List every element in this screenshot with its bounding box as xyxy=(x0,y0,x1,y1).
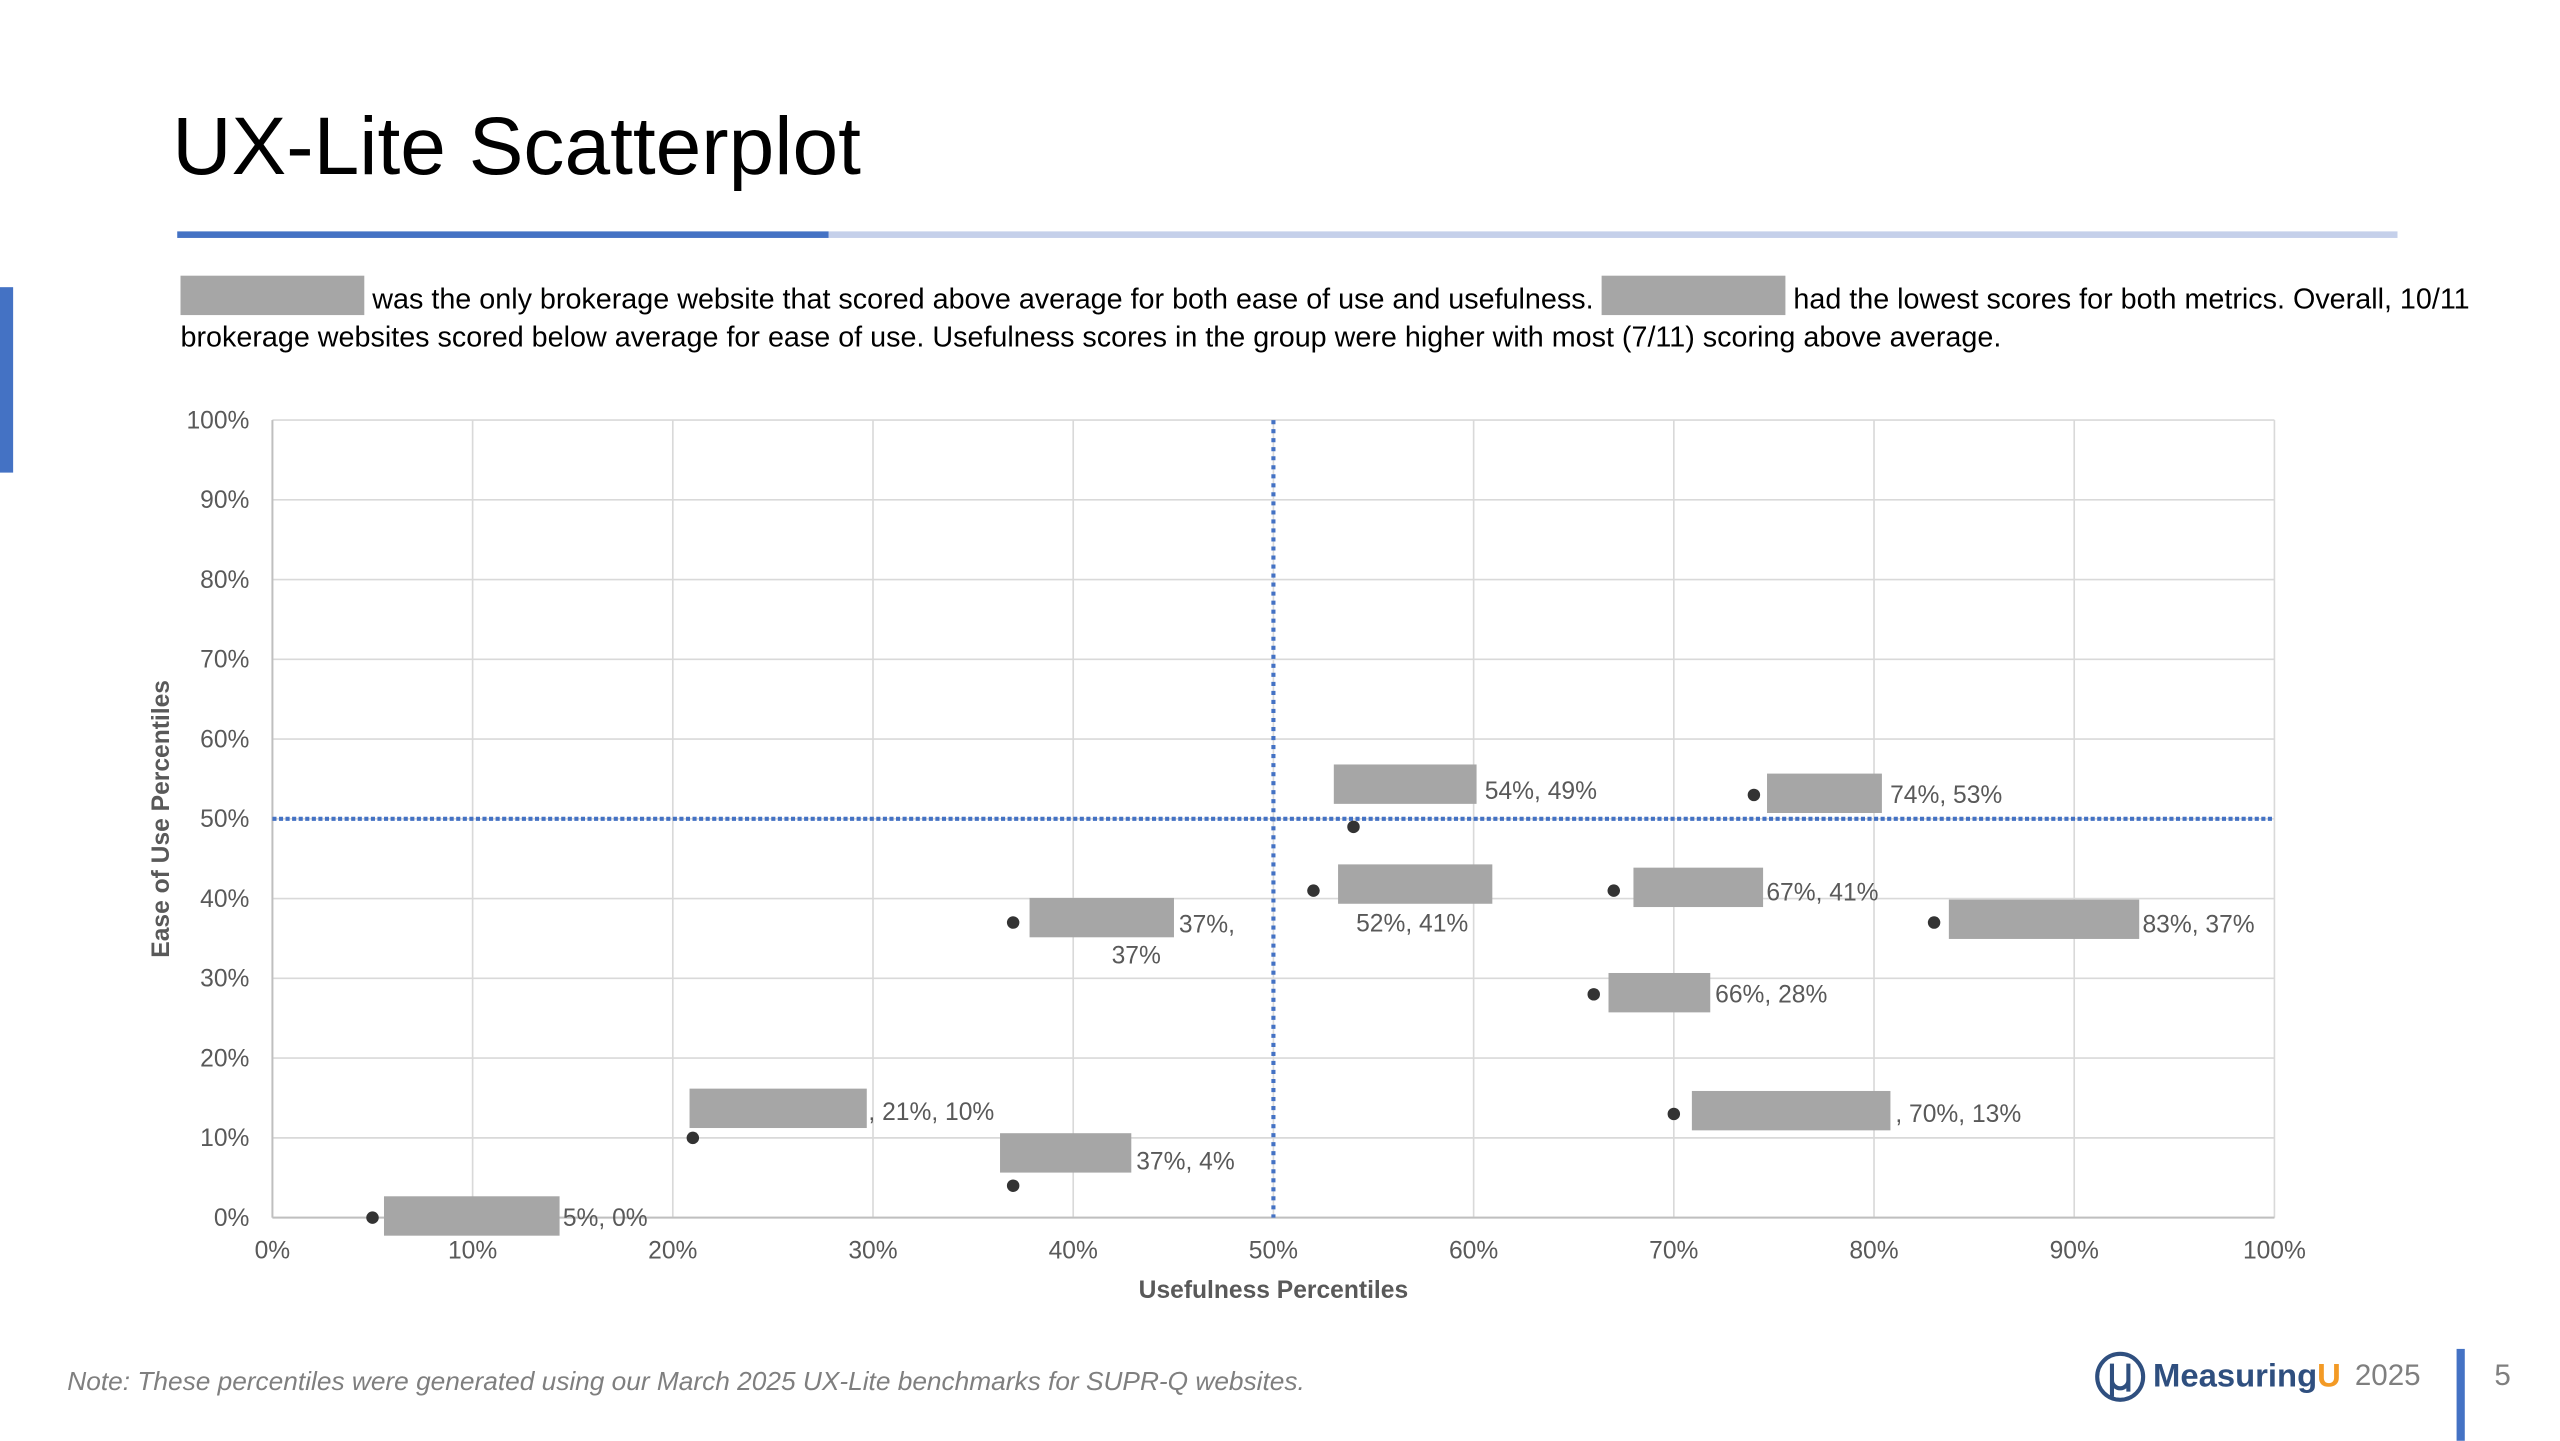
data-point xyxy=(1927,916,1941,929)
y-tick-label: 50% xyxy=(200,806,249,833)
data-label: 74%, 53% xyxy=(1890,782,2002,809)
y-tick-label: 20% xyxy=(200,1045,249,1072)
data-point xyxy=(1006,1179,1020,1192)
x-tick-label: 50% xyxy=(1249,1238,1298,1265)
x-axis-title: Usefulness Percentiles xyxy=(1139,1277,1408,1304)
data-point xyxy=(1667,1107,1681,1121)
measuringu-logo: MeasuringU xyxy=(2094,1351,2341,1404)
data-point xyxy=(686,1131,700,1145)
x-tick-label: 10% xyxy=(448,1238,497,1265)
y-tick-label: 80% xyxy=(200,567,249,594)
data-point xyxy=(1607,884,1620,897)
redacted-label xyxy=(1338,864,1493,904)
side-accent-bar xyxy=(0,287,14,473)
x-tick-label: 100% xyxy=(2243,1238,2306,1265)
data-label: 66%, 28% xyxy=(1715,982,1827,1009)
mu-logo-icon xyxy=(2095,1351,2146,1402)
x-tick-label: 70% xyxy=(1649,1238,1698,1265)
data-point xyxy=(1747,788,1761,802)
redacted-label xyxy=(1608,972,1711,1013)
data-label: 37% xyxy=(1112,943,1161,970)
data-label: 67%, 41% xyxy=(1766,879,1878,906)
x-tick-label: 0% xyxy=(255,1238,291,1265)
y-tick-label: 30% xyxy=(200,966,249,993)
x-tick-label: 30% xyxy=(848,1238,897,1265)
summary-part2: had the lowest scores for both metrics. xyxy=(1793,282,2285,316)
data-label: 83%, 37% xyxy=(2142,911,2254,938)
redacted-label xyxy=(1633,867,1764,908)
data-label: 37%, 4% xyxy=(1136,1148,1235,1175)
x-tick-label: 90% xyxy=(2050,1238,2099,1265)
y-axis-title: Ease of Use Percentiles xyxy=(148,680,175,958)
footer-year: 2025 xyxy=(2354,1358,2421,1392)
data-point xyxy=(366,1211,379,1224)
data-label: , 21%, 10% xyxy=(868,1099,994,1126)
redacted-label xyxy=(1333,764,1477,804)
redacted-label xyxy=(1000,1133,1132,1173)
redacted-label xyxy=(689,1088,867,1129)
summary-text: was the only brokerage website that scor… xyxy=(180,275,2511,356)
data-point xyxy=(1006,916,1020,929)
y-tick-label: 60% xyxy=(200,726,249,753)
x-tick-label: 40% xyxy=(1049,1238,1098,1265)
data-point xyxy=(1307,884,1320,897)
summary-part3: Overall, 10/11 brokerage websites scored… xyxy=(180,282,2470,353)
y-tick-label: 40% xyxy=(200,886,249,913)
y-tick-label: 70% xyxy=(200,647,249,674)
footnote: Note: These percentiles were generated u… xyxy=(67,1368,1305,1397)
redacted-label xyxy=(1691,1090,1891,1131)
page-divider xyxy=(2456,1348,2465,1441)
x-tick-label: 80% xyxy=(1849,1238,1898,1265)
y-tick-label: 10% xyxy=(200,1125,249,1152)
data-point xyxy=(1587,988,1600,1001)
data-label: , 70%, 13% xyxy=(1895,1101,2021,1128)
slide-title: UX-Lite Scatterplot xyxy=(172,100,861,192)
x-tick-label: 60% xyxy=(1449,1238,1498,1265)
redacted-name xyxy=(180,275,365,316)
redacted-label xyxy=(1948,899,2140,939)
data-point xyxy=(1347,820,1360,834)
redacted-label xyxy=(383,1196,560,1236)
x-tick-label: 20% xyxy=(648,1238,697,1265)
title-underline xyxy=(828,231,2398,238)
y-tick-label: 90% xyxy=(200,487,249,514)
page-number: 5 xyxy=(2494,1358,2511,1392)
title-underline-accent xyxy=(177,231,829,238)
data-label: 5%, 0% xyxy=(563,1205,648,1232)
data-label: 37%, xyxy=(1179,911,1235,938)
data-label: 52%, 41% xyxy=(1356,911,1468,938)
y-tick-label: 0% xyxy=(214,1205,250,1232)
y-tick-label: 100% xyxy=(186,407,249,434)
data-label: 54%, 49% xyxy=(1485,778,1597,805)
summary-part1: was the only brokerage website that scor… xyxy=(372,282,1594,316)
redacted-name xyxy=(1601,275,1786,316)
redacted-label xyxy=(1767,773,1882,813)
redacted-label xyxy=(1029,897,1174,938)
